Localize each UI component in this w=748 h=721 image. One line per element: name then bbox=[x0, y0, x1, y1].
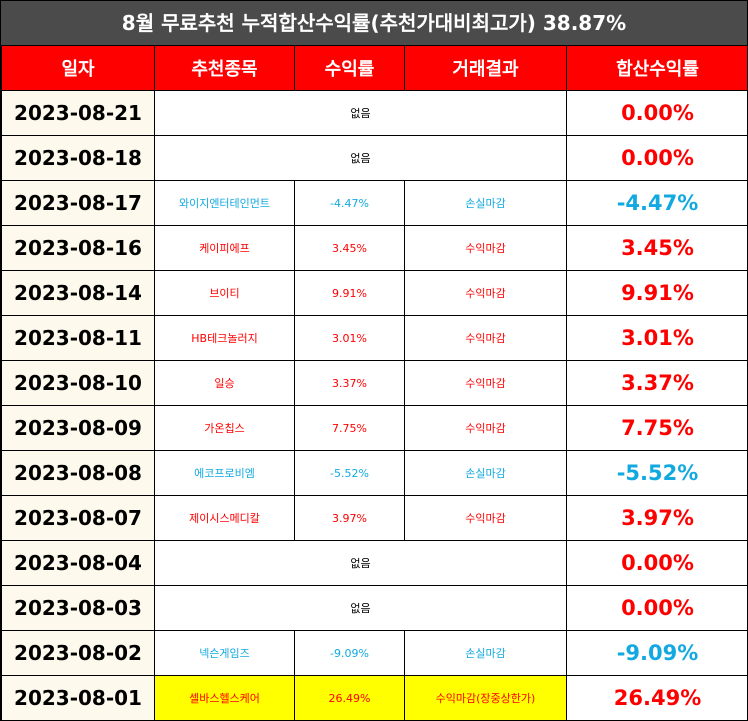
row-stock-name: 셀바스헬스케어 bbox=[154, 675, 295, 720]
row-date: 2023-08-16 bbox=[1, 225, 155, 271]
table-row: 2023-08-03 없음 0.00% bbox=[1, 585, 747, 631]
results-table: 일자 추천종목 수익률 거래결과 합산수익률 2023-08-21 없음 0.00%… bbox=[1, 45, 747, 720]
row-total-rate: 3.37% bbox=[566, 360, 747, 406]
row-date: 2023-08-08 bbox=[1, 450, 155, 496]
row-total-rate: -4.47% bbox=[566, 180, 747, 226]
header-result: 거래결과 bbox=[404, 45, 567, 91]
row-stock-name: 제이시스메디칼 bbox=[154, 495, 295, 541]
row-total-rate: 0.00% bbox=[566, 135, 747, 181]
row-trade-result: 수익마감 bbox=[404, 270, 567, 316]
row-no-recommendation: 없음 bbox=[154, 135, 567, 181]
row-date: 2023-08-11 bbox=[1, 315, 155, 361]
row-total-rate: 7.75% bbox=[566, 405, 747, 451]
table-row: 2023-08-04 없음 0.00% bbox=[1, 540, 747, 586]
row-date: 2023-08-17 bbox=[1, 180, 155, 226]
row-rate: -9.09% bbox=[294, 630, 405, 676]
table-row: 2023-08-11 HB테크놀러지 3.01% 수익마감 3.01% bbox=[1, 315, 747, 361]
row-trade-result: 수익마감 bbox=[404, 405, 567, 451]
table-row: 2023-08-07 제이시스메디칼 3.97% 수익마감 3.97% bbox=[1, 495, 747, 541]
table-header-row: 일자 추천종목 수익률 거래결과 합산수익률 bbox=[1, 45, 747, 91]
row-trade-result: 수익마감(장중상한가) bbox=[404, 675, 567, 720]
row-date: 2023-08-07 bbox=[1, 495, 155, 541]
row-date: 2023-08-10 bbox=[1, 360, 155, 406]
row-no-recommendation: 없음 bbox=[154, 540, 567, 586]
row-rate: 3.97% bbox=[294, 495, 405, 541]
row-rate: 26.49% bbox=[294, 675, 405, 720]
row-trade-result: 손실마감 bbox=[404, 630, 567, 676]
row-stock-name: 케이피에프 bbox=[154, 225, 295, 271]
row-total-rate: 0.00% bbox=[566, 585, 747, 631]
row-trade-result: 손실마감 bbox=[404, 180, 567, 226]
header-stock: 추천종목 bbox=[154, 45, 295, 91]
row-total-rate: 3.45% bbox=[566, 225, 747, 271]
row-stock-name: 와이지엔터테인먼트 bbox=[154, 180, 295, 226]
row-total-rate: 9.91% bbox=[566, 270, 747, 316]
table-row: 2023-08-08 에코프로비엠 -5.52% 손실마감 -5.52% bbox=[1, 450, 747, 496]
row-trade-result: 수익마감 bbox=[404, 360, 567, 406]
row-trade-result: 수익마감 bbox=[404, 225, 567, 271]
row-total-rate: 3.97% bbox=[566, 495, 747, 541]
row-date: 2023-08-03 bbox=[1, 585, 155, 631]
row-stock-name: 일승 bbox=[154, 360, 295, 406]
header-date: 일자 bbox=[1, 45, 155, 91]
row-total-rate: 0.00% bbox=[566, 90, 747, 136]
table-row: 2023-08-10 일승 3.37% 수익마감 3.37% bbox=[1, 360, 747, 406]
row-stock-name: 에코프로비엠 bbox=[154, 450, 295, 496]
row-trade-result: 손실마감 bbox=[404, 450, 567, 496]
row-total-rate: 26.49% bbox=[566, 675, 747, 720]
row-date: 2023-08-04 bbox=[1, 540, 155, 586]
row-rate: -5.52% bbox=[294, 450, 405, 496]
table-row: 2023-08-02 넥슨게임즈 -9.09% 손실마감 -9.09% bbox=[1, 630, 747, 676]
table-row: 2023-08-17 와이지엔터테인먼트 -4.47% 손실마감 -4.47% bbox=[1, 180, 747, 226]
row-rate: 3.01% bbox=[294, 315, 405, 361]
row-trade-result: 수익마감 bbox=[404, 315, 567, 361]
results-table-body: 2023-08-21 없음 0.00% 2023-08-18 없음 0.00% 2023-0… bbox=[1, 90, 747, 720]
row-total-rate: -5.52% bbox=[566, 450, 747, 496]
row-no-recommendation: 없음 bbox=[154, 90, 567, 136]
row-rate: -4.47% bbox=[294, 180, 405, 226]
row-rate: 9.91% bbox=[294, 270, 405, 316]
row-rate: 3.45% bbox=[294, 225, 405, 271]
row-total-rate: -9.09% bbox=[566, 630, 747, 676]
row-date: 2023-08-18 bbox=[1, 135, 155, 181]
header-rate: 수익률 bbox=[294, 45, 405, 91]
header-total: 합산수익률 bbox=[566, 45, 747, 91]
table-row: 2023-08-09 가온칩스 7.75% 수익마감 7.75% bbox=[1, 405, 747, 451]
row-date: 2023-08-21 bbox=[1, 90, 155, 136]
table-row: 2023-08-16 케이피에프 3.45% 수익마감 3.45% bbox=[1, 225, 747, 271]
row-date: 2023-08-01 bbox=[1, 675, 155, 720]
row-date: 2023-08-09 bbox=[1, 405, 155, 451]
row-date: 2023-08-02 bbox=[1, 630, 155, 676]
table-row: 2023-08-14 브이티 9.91% 수익마감 9.91% bbox=[1, 270, 747, 316]
row-stock-name: HB테크놀러지 bbox=[154, 315, 295, 361]
row-no-recommendation: 없음 bbox=[154, 585, 567, 631]
row-date: 2023-08-14 bbox=[1, 270, 155, 316]
table-row: 2023-08-01 셀바스헬스케어 26.49% 수익마감(장중상한가) 26.49% bbox=[1, 675, 747, 720]
row-total-rate: 0.00% bbox=[566, 540, 747, 586]
row-trade-result: 수익마감 bbox=[404, 495, 567, 541]
row-rate: 3.37% bbox=[294, 360, 405, 406]
page-title: 8월 무료추천 누적합산수익률(추천가대비최고가) 38.87% bbox=[1, 1, 747, 45]
row-stock-name: 넥슨게임즈 bbox=[154, 630, 295, 676]
row-total-rate: 3.01% bbox=[566, 315, 747, 361]
row-stock-name: 브이티 bbox=[154, 270, 295, 316]
table-row: 2023-08-21 없음 0.00% bbox=[1, 90, 747, 136]
row-rate: 7.75% bbox=[294, 405, 405, 451]
row-stock-name: 가온칩스 bbox=[154, 405, 295, 451]
table-row: 2023-08-18 없음 0.00% bbox=[1, 135, 747, 181]
